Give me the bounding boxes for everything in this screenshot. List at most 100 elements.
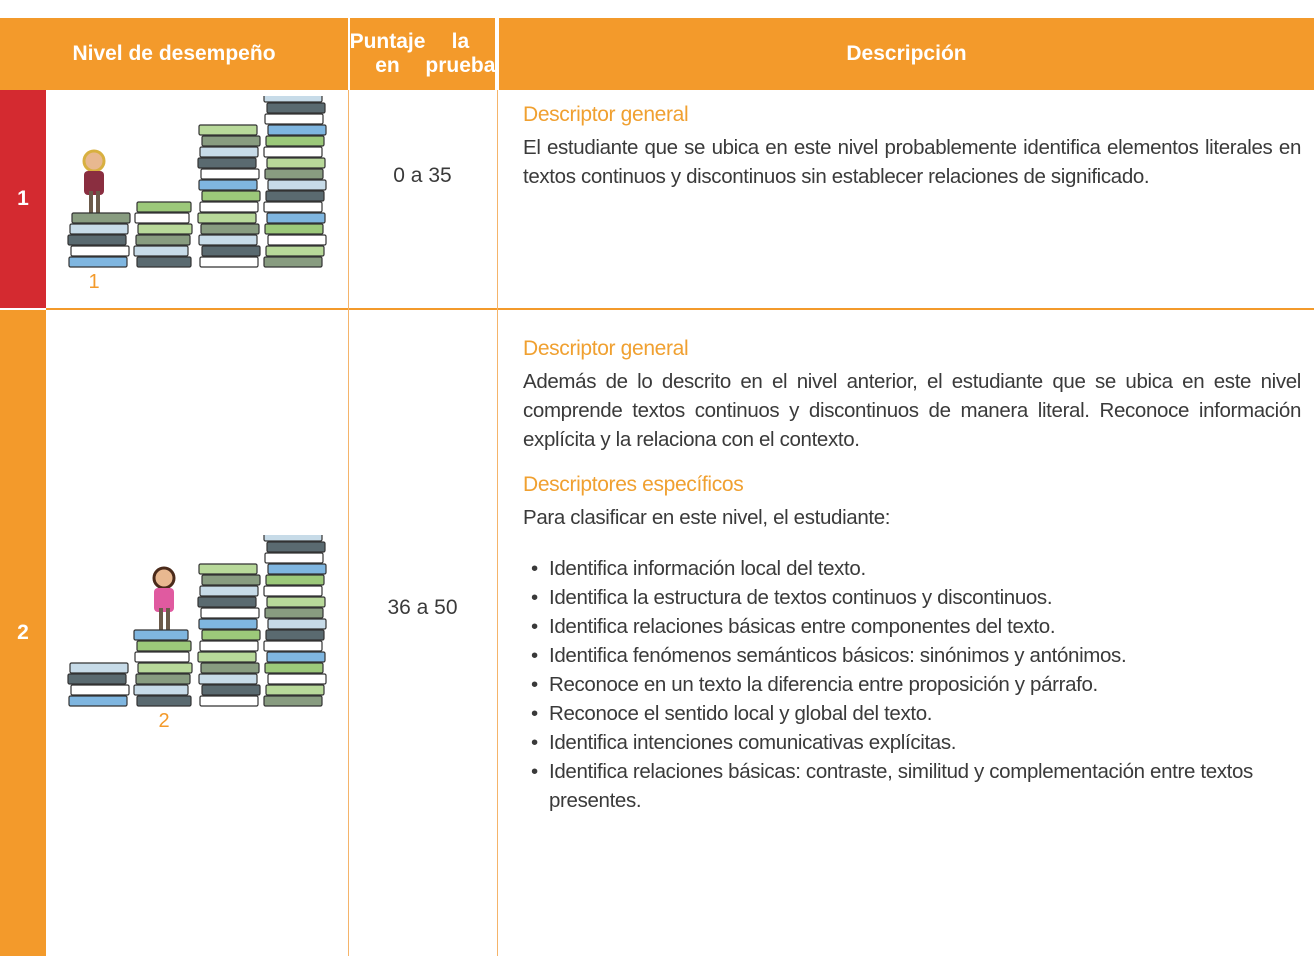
list-item: Reconoce el sentido local y global del t… xyxy=(523,699,1301,728)
header-score-line: Puntaje en xyxy=(349,30,426,77)
section-heading: Descriptor general xyxy=(523,337,689,360)
illustration-part xyxy=(69,223,129,235)
illustration-part xyxy=(200,168,260,180)
illustration-part xyxy=(266,541,326,553)
illustration-part xyxy=(201,135,261,147)
column-line xyxy=(497,90,498,956)
illustration-part xyxy=(265,245,325,257)
illustration-part xyxy=(200,223,260,235)
list-item: Identifica intenciones comunicativas exp… xyxy=(523,728,1301,757)
score: 36 a 50 xyxy=(387,596,458,619)
illustration-part xyxy=(199,256,259,268)
header-level: Nivel de desempeño xyxy=(0,18,348,90)
illustration-part xyxy=(263,201,323,213)
illustration-part xyxy=(68,695,128,707)
section-text: Para clasificar en este nivel, el estudi… xyxy=(523,506,891,529)
illustration-part xyxy=(199,640,259,652)
section-heading: Descriptor general xyxy=(523,103,689,126)
list-item: Identifica fenómenos semánticos básicos:… xyxy=(523,641,1301,670)
illustration-part xyxy=(267,234,327,246)
illustration-part xyxy=(264,662,324,674)
illustration-part xyxy=(266,102,326,114)
column-line xyxy=(348,90,349,956)
illustration-part xyxy=(266,651,326,663)
illustration-part xyxy=(133,684,189,696)
illustration-part xyxy=(263,96,323,103)
row-divider xyxy=(46,308,1314,310)
illustration-part xyxy=(198,234,258,246)
illustration-part xyxy=(267,563,327,575)
illustration-part xyxy=(70,245,130,257)
illustration-part xyxy=(136,256,192,268)
illustration-part xyxy=(200,662,260,674)
description: Descriptor general Además de lo descrito … xyxy=(523,334,1301,815)
illustration-part xyxy=(201,245,261,257)
illustration-part xyxy=(89,191,93,213)
header-score-line: la prueba xyxy=(425,30,496,77)
level-strip: 1 xyxy=(0,90,46,308)
illustration-part xyxy=(265,684,325,696)
illustration-part xyxy=(136,640,192,652)
section-text: El estudiante que se ubica en este nivel… xyxy=(523,136,1301,188)
illustration-part xyxy=(263,146,323,158)
illustration-part xyxy=(264,223,324,235)
illustration-part xyxy=(264,168,324,180)
illustration-part xyxy=(197,212,257,224)
illustration-part xyxy=(267,618,327,630)
illustration-part xyxy=(201,574,261,586)
illustration-part xyxy=(133,245,189,257)
illustration-part xyxy=(263,585,323,597)
illustration-part xyxy=(197,596,257,608)
illustration-part xyxy=(198,179,258,191)
illustration-part xyxy=(201,190,261,202)
illustration-part xyxy=(263,256,323,268)
illustration-part xyxy=(267,673,327,685)
illustration: 1 xyxy=(67,96,327,293)
illustration-part xyxy=(198,618,258,630)
illustration-part xyxy=(198,124,258,136)
illustration-part xyxy=(197,157,257,169)
illustration-part xyxy=(197,651,257,663)
illustration-part xyxy=(82,149,106,173)
illustration-part xyxy=(263,695,323,707)
illustration-part xyxy=(266,157,326,169)
illustration-part xyxy=(67,673,127,685)
illustration-part xyxy=(263,535,323,542)
list-item: Identifica relaciones básicas: contraste… xyxy=(523,757,1301,815)
illustration: 2 xyxy=(67,535,327,732)
illustration-part xyxy=(264,552,324,564)
illustration-part xyxy=(201,629,261,641)
illustration-part xyxy=(152,566,176,590)
illustration-part xyxy=(154,588,174,612)
list-item: Reconoce en un texto la diferencia entre… xyxy=(523,670,1301,699)
header-description: Descripción xyxy=(499,18,1314,90)
header-score: Puntaje en la prueba xyxy=(350,18,495,90)
score: 0 a 35 xyxy=(393,164,452,187)
illustration-part xyxy=(198,563,258,575)
section-heading: Descriptores específicos xyxy=(523,473,744,496)
illustration-part xyxy=(266,596,326,608)
item-list: Identifica información local del texto. I… xyxy=(523,554,1301,815)
illustration-part xyxy=(84,171,104,195)
illustration-part xyxy=(69,662,129,674)
illustration-part xyxy=(135,673,191,685)
illustration-part xyxy=(134,212,190,224)
illustration-part xyxy=(265,629,325,641)
illustration-part xyxy=(159,608,163,630)
illustration-part xyxy=(265,135,325,147)
description: Descriptor general El estudiante que se u… xyxy=(523,100,1301,207)
illustration-part xyxy=(133,629,189,641)
level-strip: 2 xyxy=(0,310,46,956)
illustration-part xyxy=(67,234,127,246)
illustration-part xyxy=(199,695,259,707)
illustration-part xyxy=(200,607,260,619)
illustration-part xyxy=(166,608,170,630)
illustration-part xyxy=(68,256,128,268)
illustration-part xyxy=(136,201,192,213)
list-item: Identifica información local del texto. xyxy=(523,554,1301,583)
list-item: Identifica relaciones básicas entre comp… xyxy=(523,612,1301,641)
illustration-part xyxy=(136,695,192,707)
section-text: Además de lo descrito en el nivel anteri… xyxy=(523,370,1301,451)
figure-label: 2 xyxy=(158,710,169,732)
